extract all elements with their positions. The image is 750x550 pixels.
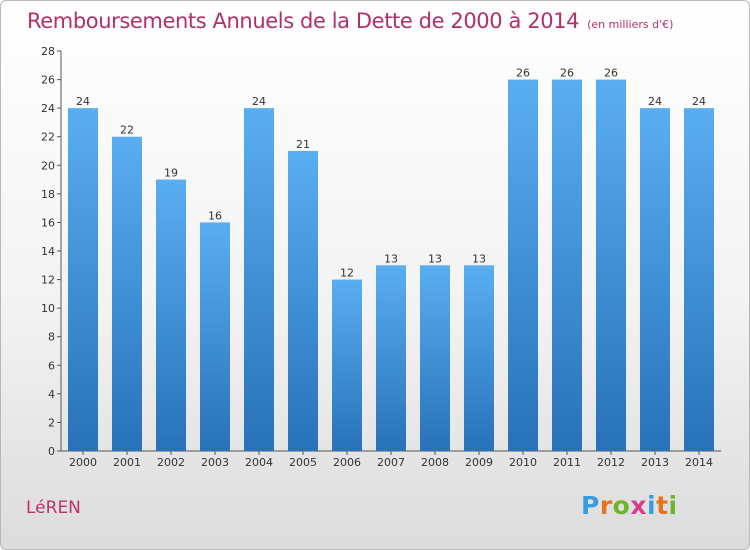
y-tick-label: 20 <box>41 159 55 172</box>
logo-letter: r <box>599 491 613 520</box>
bar-2004 <box>244 108 274 452</box>
data-label-2014: 24 <box>692 95 706 108</box>
commune-name: LéREN <box>26 498 81 518</box>
data-label-2002: 19 <box>164 167 178 180</box>
logo-letter: P <box>581 491 600 520</box>
bar-2014 <box>684 108 714 452</box>
x-tick-label: 2013 <box>641 456 669 469</box>
data-label-2009: 13 <box>472 252 486 265</box>
x-tick-label: 2008 <box>421 456 449 469</box>
data-label-2004: 24 <box>252 95 266 108</box>
data-label-2006: 12 <box>340 267 354 280</box>
y-tick-label: 16 <box>41 216 55 229</box>
data-label-2003: 16 <box>208 209 222 222</box>
data-label-2008: 13 <box>428 252 442 265</box>
x-tick-label: 2009 <box>465 456 493 469</box>
logo-letter: x <box>630 491 647 520</box>
y-tick-label: 14 <box>41 245 55 258</box>
x-tick-label: 2001 <box>113 456 141 469</box>
bar-2013 <box>640 108 670 452</box>
y-tick-label: 22 <box>41 131 55 144</box>
y-tick-label: 2 <box>48 416 55 429</box>
bar-2008 <box>420 265 450 451</box>
title-text: Remboursements Annuels de la Dette de 20… <box>27 9 580 33</box>
bar-2009 <box>464 265 494 451</box>
x-tick-label: 2000 <box>69 456 97 469</box>
bar-2003 <box>200 222 230 451</box>
y-tick-label: 12 <box>41 274 55 287</box>
bar-2006 <box>332 279 362 451</box>
y-tick-label: 28 <box>41 45 55 58</box>
bar-2012 <box>596 79 626 452</box>
y-tick-label: 4 <box>48 388 55 401</box>
unit-label: (en milliers d'€) <box>587 18 674 31</box>
data-label-2005: 21 <box>296 138 310 151</box>
data-label-2013: 24 <box>648 95 662 108</box>
data-label-2010: 26 <box>516 67 530 80</box>
x-tick-label: 2011 <box>553 456 581 469</box>
x-tick-label: 2003 <box>201 456 229 469</box>
logo-letter: o <box>612 491 631 520</box>
chart-title: Remboursements Annuels de la Dette de 20… <box>27 9 673 33</box>
logo-letter: t <box>656 491 669 520</box>
x-tick-label: 2002 <box>157 456 185 469</box>
x-tick-label: 2012 <box>597 456 625 469</box>
bar-2005 <box>288 151 318 451</box>
data-label-2000: 24 <box>76 95 90 108</box>
y-tick-label: 10 <box>41 302 55 315</box>
x-tick-label: 2006 <box>333 456 361 469</box>
x-tick-label: 2004 <box>245 456 273 469</box>
y-tick-label: 18 <box>41 188 55 201</box>
bar-2000 <box>68 108 98 452</box>
y-tick-label: 0 <box>48 445 55 458</box>
bar-2010 <box>508 79 538 452</box>
logo-letter: i <box>647 491 657 520</box>
data-label-2001: 22 <box>120 124 134 137</box>
bar-2011 <box>552 79 582 452</box>
logo-letter: i <box>668 491 678 520</box>
bar-2002 <box>156 179 186 452</box>
y-tick-label: 6 <box>48 359 55 372</box>
data-label-2011: 26 <box>560 67 574 80</box>
chart-bars <box>68 79 714 452</box>
bar-2007 <box>376 265 406 451</box>
y-tick-label: 8 <box>48 331 55 344</box>
proxiti-logo[interactable]: Proxiti <box>581 491 678 520</box>
x-tick-label: 2005 <box>289 456 317 469</box>
y-tick-label: 26 <box>41 74 55 87</box>
data-label-2012: 26 <box>604 67 618 80</box>
x-tick-label: 2014 <box>685 456 713 469</box>
bar-2001 <box>112 136 142 451</box>
y-tick-label: 24 <box>41 102 55 115</box>
chart-data-labels: 24 22 19 16 24 21 12 13 13 13 26 26 26 24 24 <box>76 67 706 280</box>
x-tick-label: 2007 <box>377 456 405 469</box>
data-label-2007: 13 <box>384 252 398 265</box>
x-tick-label: 2010 <box>509 456 537 469</box>
